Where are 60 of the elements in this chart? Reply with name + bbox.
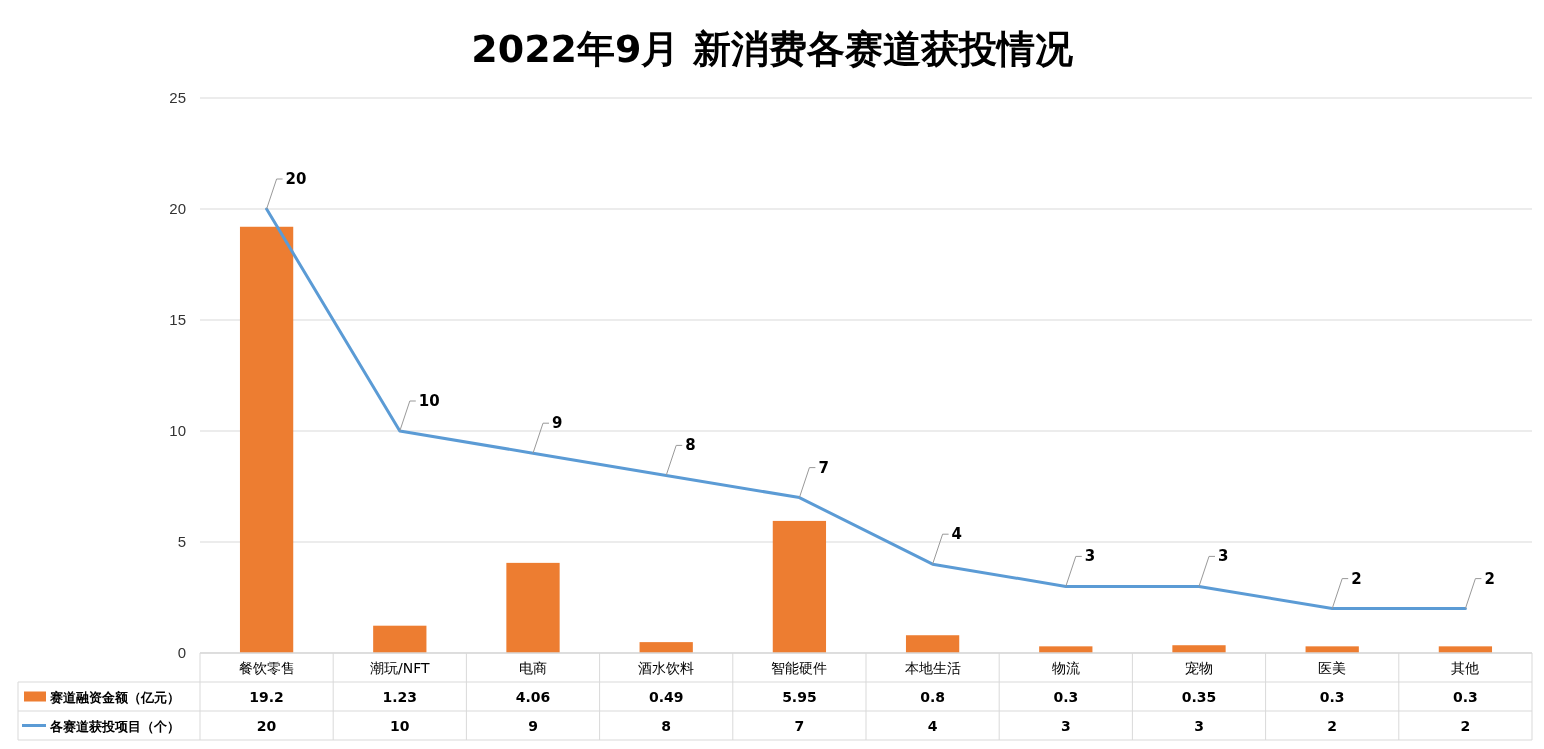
data-label: 10 [390,717,410,734]
legend-label: 各赛道获投项目（个） [49,718,180,734]
y-tick-label: 10 [169,422,186,440]
annotation: 7 [818,458,829,477]
bar [373,625,427,653]
y-tick-label: 25 [169,89,186,107]
data-label: 0.49 [648,688,684,705]
annotation: 2 [1484,569,1495,588]
data-label: 20 [256,717,277,734]
bar [239,226,294,653]
annotation: 9 [552,414,563,433]
data-label: 7 [794,717,805,734]
bar [1039,646,1093,653]
data-label: 0.3 [1319,688,1345,705]
annotation: 2 [1351,569,1362,588]
x-tick-label: 酒水饮料 [638,659,695,676]
annotation: 10 [418,392,440,410]
x-tick-label: 潮玩/NFT [370,659,431,676]
data-label: 19.2 [249,688,284,705]
y-tick-label: 15 [169,311,186,329]
data-label: 3 [1060,717,1071,734]
data-label: 0.3 [1452,688,1478,705]
bar [1438,646,1493,653]
x-tick-label: 智能硬件 [771,659,828,676]
x-tick-label: 餐饮零售 [238,659,295,676]
data-label: 5.95 [782,688,817,705]
annotation: 4 [951,525,963,544]
legend-label: 赛道融资金额（亿元） [49,689,180,705]
data-label: 8 [661,717,672,734]
bar [639,642,693,653]
data-label: 9 [528,717,538,734]
line-series [265,207,1467,611]
y-tick-label: 0 [177,644,186,662]
annotation: 3 [1218,547,1229,566]
x-tick-label: 其他 [1451,659,1480,676]
x-tick-label: 电商 [519,659,547,676]
data-label: 2 [1327,717,1338,734]
data-label: 4 [927,717,938,734]
data-label: 2 [1460,717,1471,734]
y-tick-label: 20 [169,200,186,218]
x-tick-label: 医美 [1318,659,1347,676]
annotation: 8 [685,436,696,455]
data-label: 0.3 [1053,688,1079,705]
bar [772,520,827,653]
chart-title: 2022年9月 新消费各赛道获投情况 [471,27,1073,71]
data-label: 4.06 [515,688,551,705]
annotation: 3 [1084,547,1096,566]
annotation: 20 [285,170,307,188]
bar [1172,645,1226,653]
data-label: 0.8 [920,688,946,705]
x-tick-label: 宠物 [1185,659,1213,676]
bar [506,562,560,653]
x-tick-label: 本地生活 [904,659,961,676]
bar [1305,646,1359,653]
bar [905,635,960,653]
data-label: 3 [1194,717,1204,734]
data-label: 0.35 [1181,688,1217,705]
x-tick-label: 物流 [1051,659,1080,676]
data-label: 1.23 [382,688,418,705]
y-tick-label: 5 [177,533,186,551]
